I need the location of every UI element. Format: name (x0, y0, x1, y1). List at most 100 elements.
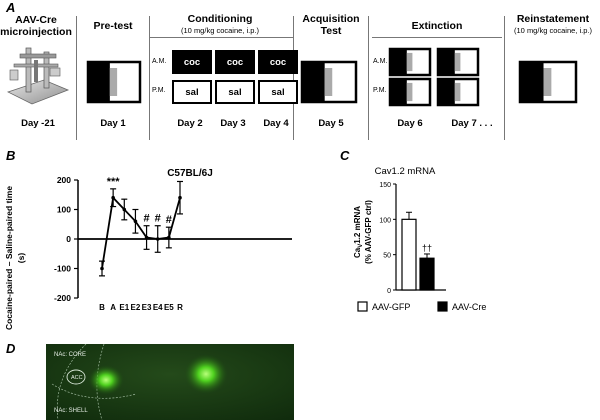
y-tick-label: 200 (57, 175, 71, 185)
extinction-pm-chamber-day7-icon (436, 77, 480, 107)
significance-annotation: # (155, 213, 161, 225)
data-point (144, 235, 149, 240)
day-label-3: Day 3 (220, 118, 246, 129)
y-tick-label: -100 (54, 264, 71, 274)
significance-annotation: *** (107, 176, 121, 188)
bar-aav-cre (419, 257, 435, 291)
bar-aav-gfp (401, 218, 417, 291)
data-point (133, 219, 138, 224)
conditioning-sub-label: (10 mg/kg cocaine, i.p.) (181, 26, 259, 35)
x-tick-label: A (110, 303, 116, 312)
data-point (122, 207, 127, 212)
day-label-1: Day 1 (100, 118, 126, 129)
panel-c-letter: C (340, 148, 350, 163)
divider (368, 16, 369, 140)
reinstatement-chamber-icon (518, 60, 578, 104)
acquisition-chamber-icon (300, 60, 358, 104)
panel-a-letter: A (6, 0, 16, 15)
stage-title-conditioning: Conditioning (10 mg/kg cocaine, i.p.) (150, 13, 290, 37)
chart-c-ylabel-ca: Ca (353, 247, 362, 258)
chart-c-ylabel: CaV1.2 mRNA (353, 206, 364, 258)
y-tick-label: 0 (66, 234, 71, 244)
divider (150, 37, 293, 38)
label-nac-shell: NAc: SHELL (54, 408, 88, 414)
coc-box-day3: coc (215, 50, 255, 74)
day-label-2: Day 2 (177, 118, 203, 129)
data-point (155, 237, 160, 241)
panel-b-chart: C57BL/6J Cocaine-paired – Saline-paired … (4, 168, 292, 330)
data-point (178, 195, 182, 200)
x-tick-label: B (99, 303, 105, 312)
chart-c-ylabel-sub: V (358, 244, 364, 248)
legend-swatch-gfp (357, 301, 368, 312)
sal-box-day3: sal (215, 80, 255, 104)
x-tick-label: E2 (131, 303, 141, 312)
stereotaxic-apparatus-icon (6, 47, 70, 105)
x-tick-label: R (177, 303, 183, 312)
divider (504, 16, 505, 140)
stage-title-reinstatement: Reinstatement (10 mg/kg cocaine, i.p.) (506, 13, 600, 37)
chart-c-title: Cav1.2 mRNA (375, 166, 436, 177)
coc-box-day2: coc (172, 50, 212, 74)
pretest-chamber-icon (86, 60, 142, 104)
chart-c-ylabel-unit: (% AAV-GFP ctrl) (364, 200, 373, 264)
divider (372, 37, 502, 38)
data-point (111, 195, 115, 200)
data-point (100, 266, 104, 271)
day-label-6: Day 6 (397, 118, 423, 129)
y-tick-label: -200 (54, 293, 71, 303)
chart-b-ylabel: Cocaine-paired – Saline-paired time (4, 186, 14, 330)
sal-box-day4: sal (258, 80, 298, 104)
divider (293, 16, 294, 140)
chart-b-title: C57BL/6J (167, 168, 213, 179)
divider (149, 16, 150, 140)
y-tick-label: 100 (57, 205, 71, 215)
extinction-pm-chamber-day6-icon (388, 77, 432, 107)
legend-label-gfp: AAV-GFP (372, 302, 410, 312)
panel-a-chambers (86, 47, 578, 107)
chart-b-ylabel-unit: (s) (16, 253, 26, 264)
conditioning-label: Conditioning (187, 13, 253, 25)
reinstatement-label: Reinstatement (516, 13, 590, 25)
x-tick-label: E3 (142, 303, 152, 312)
significance-annotation: †† (422, 243, 432, 253)
pm-label-conditioning: P.M. (152, 87, 166, 94)
series-line (101, 195, 181, 269)
am-label-conditioning: A.M. (152, 58, 167, 65)
extinction-am-chamber-day7-icon (436, 47, 480, 77)
brain-section-image: NAc: CORE ACC NAc: SHELL (46, 344, 294, 420)
chart-c-ylabel-rest: 1.2 mRNA (353, 206, 362, 244)
day-label-minus21: Day -21 (21, 118, 55, 129)
am-label-extinction: A.M. (373, 58, 388, 65)
divider (76, 16, 77, 140)
day-label-4: Day 4 (263, 118, 289, 129)
day-label-7: Day 7 . . . (451, 118, 493, 129)
stage-title-microinjection: AAV-Cre microinjection (0, 14, 72, 38)
significance-annotation: # (144, 213, 150, 225)
x-tick-label: E5 (164, 303, 174, 312)
legend-swatch-cre (437, 301, 448, 312)
stage-title-extinction: Extinction (411, 20, 463, 32)
stage-title-pretest: Pre-test (93, 20, 133, 32)
stage-title-acquisition: Acquisition Test (302, 13, 360, 37)
y-tick-label: 100 (379, 217, 391, 224)
day-label-5: Day 5 (318, 118, 344, 129)
label-acc: ACC (71, 375, 83, 381)
panel-d-letter: D (6, 341, 16, 356)
y-tick-label: 50 (383, 253, 391, 260)
panel-c-chart: Cav1.2 mRNA CaV1.2 mRNA (% AAV-GFP ctrl)… (353, 166, 486, 312)
reinstatement-sub-label: (10 mg/kg cocaine, i.p.) (514, 26, 592, 35)
x-tick-label: E4 (153, 303, 163, 312)
x-tick-label: E1 (119, 303, 129, 312)
y-tick-label: 150 (379, 182, 391, 189)
coc-box-day4: coc (258, 50, 298, 74)
label-nac-core: NAc: CORE (54, 352, 86, 358)
pm-label-extinction: P.M. (373, 87, 387, 94)
y-tick-label: 0 (387, 288, 391, 295)
legend-label-cre: AAV-Cre (452, 302, 486, 312)
significance-annotation: # (166, 214, 172, 226)
panel-b-letter: B (6, 148, 16, 163)
data-point (167, 235, 171, 240)
sal-box-day2: sal (172, 80, 212, 104)
extinction-am-chamber-day6-icon (388, 47, 432, 77)
